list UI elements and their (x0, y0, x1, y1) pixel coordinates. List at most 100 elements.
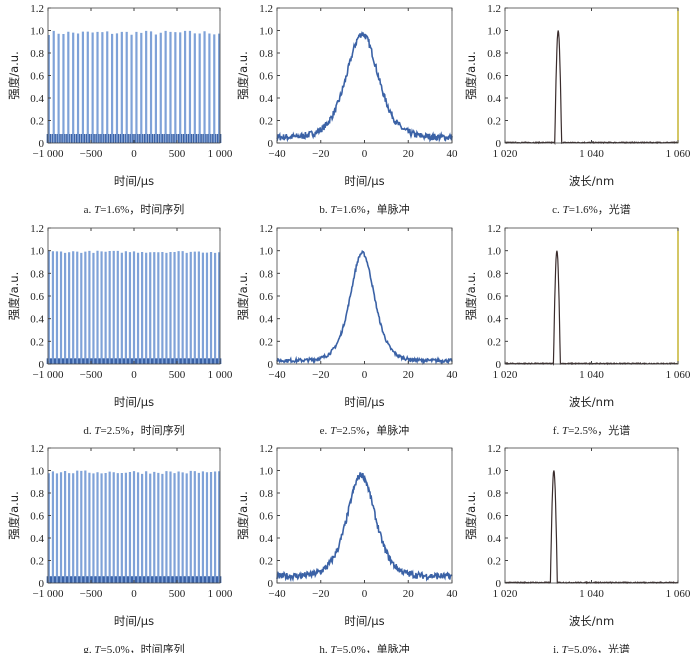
spectrum-line (504, 470, 678, 585)
caption-text: =5.0%，单脉冲 (337, 642, 410, 653)
y-tick-label: 0 (39, 138, 45, 150)
y-tick-label: 1.2 (487, 223, 501, 235)
subplot-e: 0 0.2 0.4 0.6 0.8 1.0 1.2 −40 −20 0 20 40 时间/μs 强度/a.… (236, 223, 458, 437)
x-tick-label: 0 (131, 588, 137, 600)
y-tick-label: 1.0 (259, 246, 273, 258)
pulse-line (276, 30, 453, 143)
y-tick-label: 0.6 (30, 71, 44, 83)
spectrum-line (504, 250, 679, 366)
y-tick-label: 1.2 (259, 443, 273, 455)
subplot-b: 0 0.2 0.4 0.6 0.8 1.0 1.2 −40 −20 0 20 40 时间/μs 强度/a.… (236, 3, 458, 216)
subplot-caption: e. T=2.5%，单脉冲 (320, 423, 410, 437)
subplot-caption: f. T=2.5%，光谱 (553, 423, 630, 437)
x-tick-label: 500 (169, 148, 186, 160)
x-axis-label: 时间/μs (114, 395, 154, 409)
x-tick-label: 20 (403, 148, 415, 160)
caption-text: =2.5%，单脉冲 (336, 423, 409, 437)
y-tick-label: 0 (268, 138, 274, 150)
pulse-line (276, 472, 453, 583)
x-tick-label: 500 (169, 588, 186, 600)
y-axis-label: 强度/a.u. (236, 491, 250, 540)
caption-text: =2.5%，时间序列 (101, 423, 185, 437)
x-tick-label: 1 060 (666, 588, 691, 600)
y-tick-label: 1.2 (30, 3, 44, 15)
x-tick-label: −1 000 (33, 369, 64, 381)
x-tick-label: −500 (80, 369, 103, 381)
y-tick-label: 0.2 (487, 116, 501, 128)
caption-prefix: b. (319, 204, 330, 216)
y-tick-label: 0.2 (30, 116, 44, 128)
caption-variable: T (94, 425, 101, 437)
y-tick-label: 1.0 (487, 26, 501, 38)
axes-frame (504, 447, 679, 584)
caption-text: =1.6%，时间序列 (100, 202, 184, 216)
x-tick-label: 1 000 (208, 369, 233, 381)
y-tick-label: 1.2 (487, 443, 501, 455)
caption-prefix: h. (319, 644, 330, 653)
x-tick-label: 1 060 (666, 369, 691, 381)
x-tick-label: 20 (403, 588, 415, 600)
y-tick-label: 0.2 (487, 336, 501, 348)
x-axis-label: 时间/μs (114, 614, 154, 628)
y-tick-label: 0 (496, 359, 502, 371)
x-tick-label: −500 (80, 148, 103, 160)
x-tick-label: 1 020 (493, 148, 518, 160)
y-tick-label: 0.6 (487, 511, 501, 523)
caption-prefix: f. (553, 425, 562, 437)
x-tick-label: 0 (362, 588, 368, 600)
subplot-h: 0 0.2 0.4 0.6 0.8 1.0 1.2 −40 −20 0 20 40 时间/μs 强度/a.… (236, 443, 458, 653)
x-tick-label: −20 (312, 588, 330, 600)
caption-variable: T (562, 425, 569, 437)
subplot-i: 0 0.2 0.4 0.6 0.8 1.0 1.2 1 020 1 040 1 060 波长/nm 强… (464, 443, 691, 653)
y-tick-label: 0.4 (259, 314, 273, 326)
y-tick-label: 0.8 (487, 48, 501, 60)
axes-frame (504, 7, 679, 144)
x-axis-label: 时间/μs (344, 174, 384, 188)
x-tick-label: 40 (447, 588, 459, 600)
y-tick-label: 0 (496, 578, 502, 590)
x-tick-label: 1 000 (208, 148, 233, 160)
y-axis-label: 强度/a.u. (464, 51, 478, 100)
caption-variable: T (330, 204, 337, 216)
y-tick-label: 1.0 (30, 246, 44, 258)
y-tick-label: 0 (268, 359, 274, 371)
x-axis-label: 波长/nm (569, 174, 614, 188)
y-axis-label: 强度/a.u. (464, 491, 478, 540)
y-tick-label: 1.0 (30, 26, 44, 38)
axes-frame (504, 227, 679, 365)
caption-variable: T (330, 644, 337, 653)
subplot-caption: g. T=5.0%，时间序列 (83, 642, 184, 653)
x-tick-label: −500 (80, 588, 103, 600)
y-tick-label: 0.8 (30, 488, 44, 500)
caption-prefix: d. (83, 425, 94, 437)
x-tick-label: −40 (268, 148, 286, 160)
subplot-a: 0 0.2 0.4 0.6 0.8 1.0 1.2 −1 000 −500 0 500 1 000 时间… (7, 3, 233, 216)
x-tick-label: −1 000 (33, 148, 64, 160)
x-tick-label: 40 (447, 148, 459, 160)
y-tick-label: 0.6 (487, 291, 501, 303)
y-tick-label: 0.8 (259, 48, 273, 60)
y-tick-label: 0.4 (259, 533, 273, 545)
y-tick-label: 0.4 (30, 93, 44, 105)
y-tick-label: 1.0 (30, 466, 44, 478)
caption-prefix: i. (553, 644, 562, 653)
y-tick-label: 0.8 (259, 488, 273, 500)
y-axis-label: 强度/a.u. (236, 272, 250, 321)
x-tick-label: 500 (169, 369, 186, 381)
x-tick-label: 0 (131, 148, 137, 160)
caption-text: =2.5%，光谱 (568, 423, 630, 437)
y-tick-label: 0.6 (30, 291, 44, 303)
y-tick-label: 0.2 (30, 556, 44, 568)
y-tick-label: 0.8 (487, 488, 501, 500)
caption-prefix: c. (552, 204, 562, 216)
subplot-caption: d. T=2.5%，时间序列 (83, 423, 184, 437)
y-tick-label: 1.2 (487, 3, 501, 15)
x-tick-label: 20 (403, 369, 415, 381)
axes-frame (276, 227, 453, 365)
y-tick-label: 0 (496, 138, 502, 150)
y-tick-label: 0.8 (30, 48, 44, 60)
x-axis-label: 时间/μs (344, 395, 384, 409)
y-tick-label: 1.2 (30, 223, 44, 235)
x-tick-label: 40 (447, 369, 459, 381)
caption-variable: T (94, 644, 101, 653)
